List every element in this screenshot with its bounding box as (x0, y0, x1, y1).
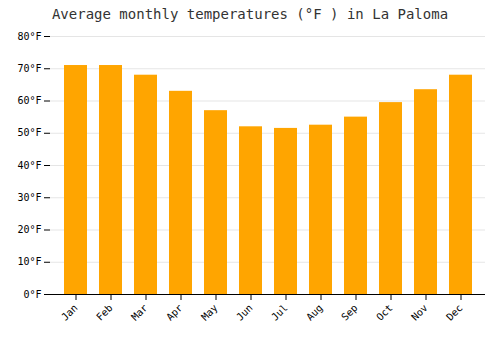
svg-text:10°F: 10°F (17, 256, 41, 267)
svg-text:Jul: Jul (269, 302, 290, 323)
svg-text:May: May (199, 302, 220, 323)
svg-text:Jan: Jan (59, 302, 80, 323)
svg-text:0°F: 0°F (23, 289, 41, 300)
svg-text:20°F: 20°F (17, 224, 41, 235)
svg-text:40°F: 40°F (17, 160, 41, 171)
svg-text:Dec: Dec (444, 302, 465, 323)
svg-text:Feb: Feb (94, 302, 115, 323)
svg-text:Aug: Aug (304, 302, 325, 323)
svg-text:Apr: Apr (164, 302, 185, 323)
svg-text:30°F: 30°F (17, 192, 41, 203)
svg-text:80°F: 80°F (17, 31, 41, 42)
svg-text:Oct: Oct (374, 302, 395, 323)
svg-text:70°F: 70°F (17, 63, 41, 74)
svg-text:60°F: 60°F (17, 95, 41, 106)
svg-text:50°F: 50°F (17, 127, 41, 138)
svg-text:Jun: Jun (234, 302, 255, 323)
svg-text:Nov: Nov (409, 302, 430, 323)
svg-text:Mar: Mar (129, 302, 150, 323)
svg-text:Sep: Sep (339, 302, 360, 323)
html-text:Average monthly temperatures (: Average monthly temperatures (°F ) in La… (51, 6, 449, 22)
